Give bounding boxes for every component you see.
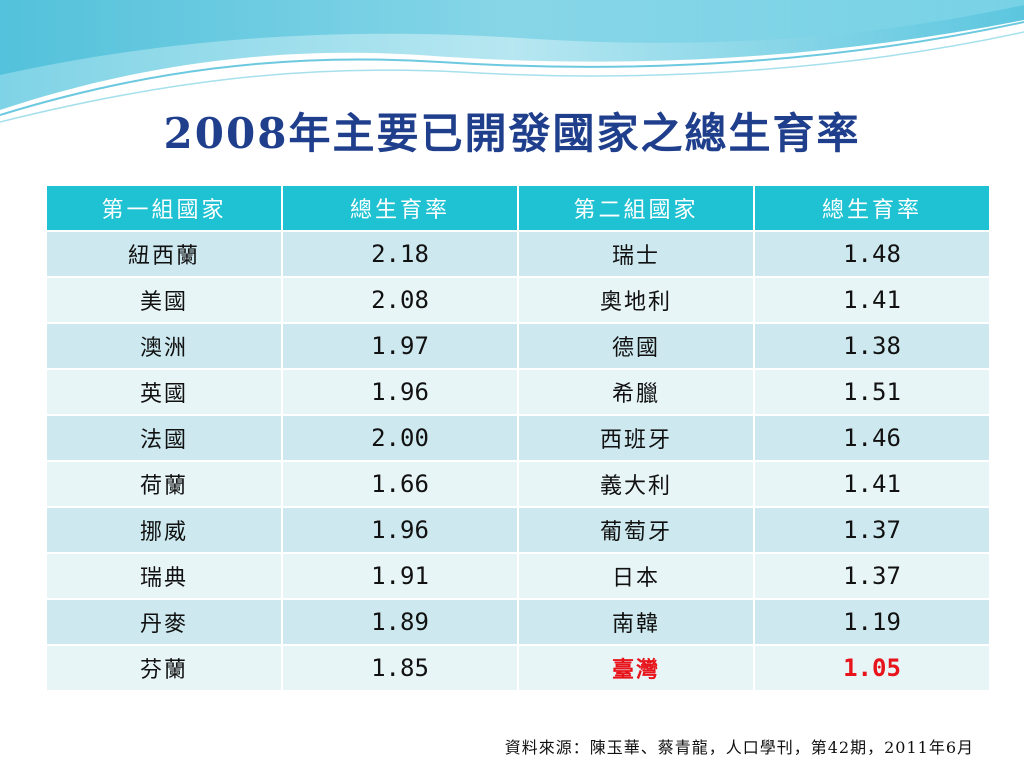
decorative-wave-banner <box>0 0 1024 123</box>
header-group1-tfr: 總生育率 <box>281 184 519 232</box>
group1-tfr-cell: 1.96 <box>281 368 519 416</box>
group2-country-cell: 葡萄牙 <box>517 506 755 554</box>
group1-country-cell: 荷蘭 <box>45 460 283 508</box>
group2-country-cell: 瑞士 <box>517 230 755 278</box>
table-row: 芬蘭 1.85 臺灣 1.05 <box>45 644 991 692</box>
table-row: 英國 1.96 希臘 1.51 <box>45 368 991 416</box>
group2-country-cell: 日本 <box>517 552 755 600</box>
group2-tfr-cell: 1.51 <box>753 368 991 416</box>
group2-tfr-cell: 1.37 <box>753 552 991 600</box>
group1-country-cell: 美國 <box>45 276 283 324</box>
group2-country-cell: 希臘 <box>517 368 755 416</box>
group1-tfr-cell: 1.96 <box>281 506 519 554</box>
highlighted-tfr-cell: 1.05 <box>753 644 991 692</box>
header-group2-tfr: 總生育率 <box>753 184 991 232</box>
table-header-row: 第一組國家 總生育率 第二組國家 總生育率 <box>45 184 991 232</box>
group1-country-cell: 法國 <box>45 414 283 462</box>
group1-tfr-cell: 1.85 <box>281 644 519 692</box>
group1-tfr-cell: 2.00 <box>281 414 519 462</box>
source-citation: 資料來源：陳玉華、蔡青龍，人口學刊，第42期，2011年6月 <box>504 738 974 757</box>
group1-country-cell: 挪威 <box>45 506 283 554</box>
highlighted-country-cell: 臺灣 <box>517 644 755 692</box>
page-title: 2008年主要已開發國家之總生育率 <box>163 109 861 158</box>
fertility-table: 第一組國家 總生育率 第二組國家 總生育率 紐西蘭 2.18 瑞士 1.48 美… <box>45 184 991 692</box>
group2-country-cell: 義大利 <box>517 460 755 508</box>
group1-tfr-cell: 1.91 <box>281 552 519 600</box>
group2-country-cell: 西班牙 <box>517 414 755 462</box>
group1-country-cell: 芬蘭 <box>45 644 283 692</box>
group2-tfr-cell: 1.41 <box>753 276 991 324</box>
group1-country-cell: 澳洲 <box>45 322 283 370</box>
table-row: 挪威 1.96 葡萄牙 1.37 <box>45 506 991 554</box>
group2-country-cell: 奧地利 <box>517 276 755 324</box>
group1-country-cell: 瑞典 <box>45 552 283 600</box>
group2-tfr-cell: 1.19 <box>753 598 991 646</box>
table-row: 紐西蘭 2.18 瑞士 1.48 <box>45 230 991 278</box>
table-row: 澳洲 1.97 德國 1.38 <box>45 322 991 370</box>
group1-country-cell: 紐西蘭 <box>45 230 283 278</box>
table-row: 美國 2.08 奧地利 1.41 <box>45 276 991 324</box>
table-row: 荷蘭 1.66 義大利 1.41 <box>45 460 991 508</box>
group2-tfr-cell: 1.46 <box>753 414 991 462</box>
group1-tfr-cell: 1.97 <box>281 322 519 370</box>
group2-country-cell: 南韓 <box>517 598 755 646</box>
table-row: 瑞典 1.91 日本 1.37 <box>45 552 991 600</box>
group1-tfr-cell: 1.89 <box>281 598 519 646</box>
group2-country-cell: 德國 <box>517 322 755 370</box>
group2-tfr-cell: 1.38 <box>753 322 991 370</box>
group1-tfr-cell: 2.18 <box>281 230 519 278</box>
group1-country-cell: 英國 <box>45 368 283 416</box>
table-row: 丹麥 1.89 南韓 1.19 <box>45 598 991 646</box>
group2-tfr-cell: 1.41 <box>753 460 991 508</box>
header-group1-country: 第一組國家 <box>45 184 283 232</box>
group2-tfr-cell: 1.37 <box>753 506 991 554</box>
table-row: 法國 2.00 西班牙 1.46 <box>45 414 991 462</box>
group1-country-cell: 丹麥 <box>45 598 283 646</box>
group1-tfr-cell: 2.08 <box>281 276 519 324</box>
group2-tfr-cell: 1.48 <box>753 230 991 278</box>
group1-tfr-cell: 1.66 <box>281 460 519 508</box>
header-group2-country: 第二組國家 <box>517 184 755 232</box>
